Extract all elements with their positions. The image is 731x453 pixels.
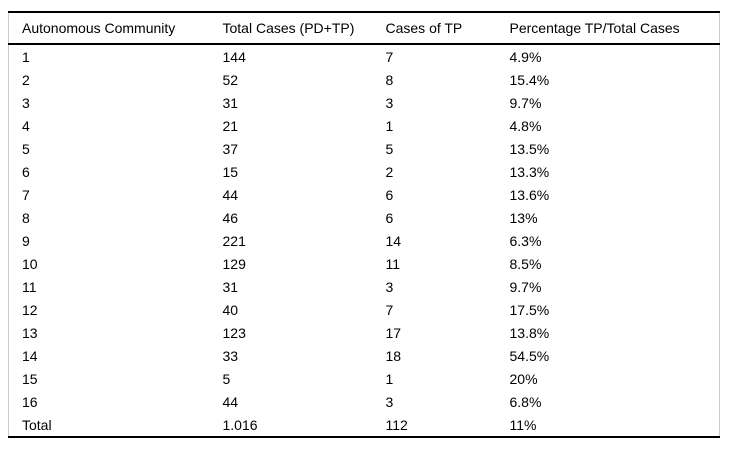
table-cell: 37: [222, 140, 239, 157]
table-cell: 15: [222, 163, 239, 180]
table-cell: 7: [385, 48, 394, 65]
table-row: 5 37 5 13.5%: [9, 137, 720, 160]
table-cell: 12: [22, 301, 38, 318]
table-row: 11 31 3 9.7%: [9, 275, 720, 298]
data-table: Autonomous Community Total Cases (PD+TP)…: [8, 11, 720, 438]
table-cell: 7: [22, 186, 30, 203]
table-cell: 8: [22, 209, 30, 226]
column-header-percentage-tp: Percentage TP/Total Cases: [509, 20, 680, 36]
table-cell: 3: [22, 94, 30, 111]
table-row: 1 144 7 4.9%: [9, 44, 720, 68]
table-cell: 6: [385, 209, 394, 226]
table-cell: 15: [22, 370, 38, 387]
table-cell: 1: [385, 117, 394, 134]
table-cell: 44: [222, 393, 239, 410]
table-cell: 14: [22, 347, 38, 364]
table-cell: 6: [385, 186, 394, 203]
table-cell: 40: [222, 301, 239, 318]
header-row: Autonomous Community Total Cases (PD+TP)…: [8, 12, 720, 44]
table-cell: 44: [222, 186, 239, 203]
table-cell: 123: [222, 324, 246, 341]
table-cell: 17.5%: [509, 301, 550, 318]
table-cell: 11%: [509, 416, 537, 433]
table-cell: 14: [385, 232, 402, 249]
table-cell: 11: [385, 255, 401, 272]
table-row: 3 31 3 9.7%: [9, 91, 720, 114]
table-body: 1 144 7 4.9% 2 52 8 15.4% 3 31 3 9.7% 4 21 1 4.8% 5 37 5 13…: [9, 44, 720, 437]
table-cell: 3: [385, 393, 394, 410]
table-row: 14 33 18 54.5%: [9, 344, 720, 367]
table-cell: 11: [22, 278, 37, 295]
table-cell: 144: [222, 48, 246, 65]
table-cell: 6: [22, 163, 30, 180]
table-cell: 20%: [509, 370, 538, 387]
table-cell: 16: [22, 393, 38, 410]
table-row: 12 40 7 17.5%: [9, 298, 720, 321]
table-row: 16 44 3 6.8%: [9, 390, 720, 413]
table-cell: 46: [222, 209, 239, 226]
table-cell: 13.5%: [509, 140, 550, 157]
table-row: 6 15 2 13.3%: [9, 160, 720, 183]
table-row: 7 44 6 13.6%: [9, 183, 720, 206]
table-cell: 13.3%: [509, 163, 550, 180]
table-row: 10 129 11 8.5%: [9, 252, 720, 275]
table-cell: 3: [385, 94, 394, 111]
table-row: 15 5 1 20%: [9, 367, 720, 390]
table-cell: 6.3%: [509, 232, 542, 249]
table-cell: 17: [385, 324, 402, 341]
table-cell: 5: [22, 140, 30, 157]
table-cell: 1: [385, 370, 394, 387]
table-cell: 9.7%: [509, 278, 542, 295]
table-cell: Total: [22, 416, 52, 433]
table-cell: 21: [222, 117, 239, 134]
table-cell: 31: [222, 278, 239, 295]
table-cell: 31: [222, 94, 239, 111]
table-cell: 4.9%: [509, 48, 542, 65]
table-cell: 9.7%: [509, 94, 542, 111]
table-row: 13 123 17 13.8%: [9, 321, 720, 344]
table-cell: 129: [222, 255, 246, 272]
table-cell: 33: [222, 347, 239, 364]
table-cell: 4.8%: [509, 117, 542, 134]
table-cell: 18: [385, 347, 402, 364]
table-cell: 3: [385, 278, 394, 295]
table-cell: 5: [222, 370, 231, 387]
table-cell: 112: [385, 416, 408, 433]
table-cell: 13.8%: [509, 324, 550, 341]
table-row: 8 46 6 13%: [9, 206, 720, 229]
table-cell: 7: [385, 301, 394, 318]
table-cell: 4: [22, 117, 30, 134]
column-header-total-cases: Total Cases (PD+TP): [222, 20, 355, 36]
table-cell: 1: [22, 48, 30, 65]
table-row: 9 221 14 6.3%: [9, 229, 720, 252]
table-cell: 15.4%: [509, 71, 550, 88]
total-row: Total 1.016 112 11%: [9, 413, 720, 437]
table-cell: 8.5%: [509, 255, 542, 272]
table-cell: 6.8%: [509, 393, 542, 410]
table-cell: 221: [222, 232, 246, 249]
table-cell: 2: [22, 71, 30, 88]
column-header-autonomous-community: Autonomous Community: [22, 20, 176, 36]
table-cell: 13%: [509, 209, 538, 226]
table-row: 2 52 8 15.4%: [9, 68, 720, 91]
table-cell: 54.5%: [509, 347, 550, 364]
table-cell: 52: [222, 71, 239, 88]
table-cell: 8: [385, 71, 394, 88]
table-cell: 13: [22, 324, 38, 341]
column-header-cases-of-tp: Cases of TP: [385, 20, 463, 36]
table-cell: 13.6%: [509, 186, 550, 203]
table-cell: 1.016: [222, 416, 258, 433]
table-cell: 5: [385, 140, 394, 157]
table-cell: 10: [22, 255, 38, 272]
table-row: 4 21 1 4.8%: [9, 114, 720, 137]
table-cell: 9: [22, 232, 30, 249]
table-cell: 2: [385, 163, 394, 180]
